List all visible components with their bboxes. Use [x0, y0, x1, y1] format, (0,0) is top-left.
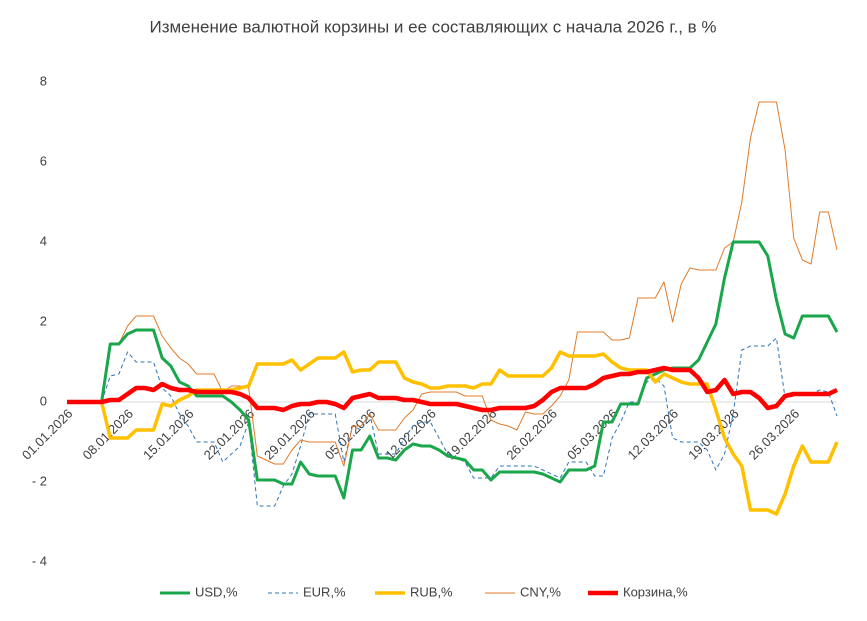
y-tick-label: - 2	[32, 473, 47, 488]
legend-label: CNY,%	[520, 584, 561, 599]
legend-label: RUB,%	[410, 584, 453, 599]
series-line	[67, 101, 838, 467]
y-tick-label: 8	[40, 73, 47, 88]
y-tick-label: 2	[40, 313, 47, 328]
legend-label: USD,%	[195, 584, 238, 599]
y-tick-label: 0	[40, 393, 47, 408]
y-tick-label: - 4	[32, 553, 47, 568]
y-tick-label: 6	[40, 153, 47, 168]
legend-label: Корзина,%	[623, 584, 688, 599]
series-line	[67, 365, 838, 413]
legend-label: EUR,%	[303, 584, 346, 599]
chart-title: Изменение валютной корзины и ее составля…	[149, 17, 716, 36]
series-line	[67, 240, 839, 500]
y-tick-label: 4	[40, 233, 47, 248]
